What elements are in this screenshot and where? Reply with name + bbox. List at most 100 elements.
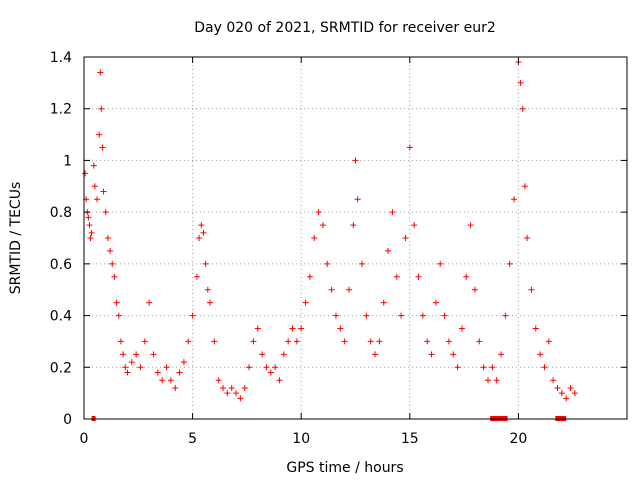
data-point <box>484 377 491 384</box>
x-tick-label: 15 <box>401 431 419 447</box>
data-point <box>521 183 528 190</box>
data-point <box>337 325 344 332</box>
data-point <box>571 390 578 397</box>
data-point <box>415 273 422 280</box>
data-point <box>359 260 366 267</box>
data-point <box>532 325 539 332</box>
data-point <box>96 131 103 138</box>
data-point <box>411 222 418 229</box>
data-point <box>85 214 92 221</box>
data-point <box>200 229 207 236</box>
data-point <box>545 338 552 345</box>
data-point <box>437 260 444 267</box>
data-point <box>511 196 518 203</box>
data-point <box>450 351 457 358</box>
data-point <box>306 273 313 280</box>
data-point <box>445 338 452 345</box>
data-point <box>102 209 109 216</box>
data-point <box>88 229 95 236</box>
data-point <box>198 222 205 229</box>
x-tick-label: 5 <box>188 431 197 447</box>
data-point <box>276 377 283 384</box>
data-point <box>259 351 266 358</box>
data-point <box>463 273 470 280</box>
data-point <box>489 364 496 371</box>
data-point <box>228 384 235 391</box>
data-point <box>302 299 309 306</box>
data-point <box>167 377 174 384</box>
data-point <box>550 377 557 384</box>
data-point <box>502 312 509 319</box>
data-point <box>441 312 448 319</box>
data-point <box>528 286 535 293</box>
data-point <box>241 384 248 391</box>
data-point <box>224 390 231 397</box>
data-point <box>141 338 148 345</box>
data-point <box>211 338 218 345</box>
data-point <box>350 222 357 229</box>
data-point <box>354 196 361 203</box>
data-point <box>233 390 240 397</box>
data-point <box>237 395 244 402</box>
data-point <box>419 312 426 319</box>
data-point <box>458 325 465 332</box>
data-point <box>189 312 196 319</box>
data-point <box>98 105 105 112</box>
y-tick-label: 0.6 <box>50 257 72 273</box>
data-point <box>196 235 203 241</box>
data-point <box>311 235 318 241</box>
data-point <box>280 351 287 358</box>
data-point <box>267 369 274 376</box>
data-point <box>94 196 101 203</box>
ticks: 0 5 10 15 20 0 0.2 0.4 0.6 0.8 1 1.2 1.4 <box>50 50 627 447</box>
data-point <box>537 351 544 358</box>
data-point <box>120 351 127 358</box>
data-point <box>246 364 253 371</box>
data-point <box>107 247 114 254</box>
data-point <box>298 325 305 332</box>
data-point <box>506 260 513 267</box>
data-point <box>180 359 187 366</box>
data-point <box>115 312 122 319</box>
data-point <box>206 299 213 306</box>
data-point <box>428 351 435 358</box>
data-point <box>215 377 222 384</box>
data-point <box>376 338 383 345</box>
data-point <box>524 235 531 241</box>
data-point <box>480 364 487 371</box>
data-point <box>250 338 257 345</box>
data-point <box>111 273 118 280</box>
data-point <box>289 325 296 332</box>
y-tick-label: 0 <box>63 412 72 428</box>
data-point <box>172 384 179 391</box>
data-point <box>82 170 89 177</box>
data-point <box>476 338 483 345</box>
data-point <box>389 209 396 216</box>
data-point <box>567 384 574 391</box>
data-point <box>91 183 98 190</box>
data-point <box>541 364 548 371</box>
data-point <box>517 79 524 86</box>
data-point <box>202 260 209 267</box>
data-point <box>432 299 439 306</box>
data-point <box>345 286 352 293</box>
data-point <box>87 235 94 241</box>
y-tick-label: 1.4 <box>50 50 72 66</box>
data-point <box>117 338 124 345</box>
data-point <box>406 144 413 151</box>
data-point <box>352 157 359 164</box>
data-point <box>467 222 474 229</box>
grid <box>84 57 627 419</box>
data-point <box>220 384 227 391</box>
data-point <box>372 351 379 358</box>
data-point <box>563 395 570 402</box>
data-point <box>100 188 107 195</box>
data-point <box>493 377 500 384</box>
chart-title: Day 020 of 2021, SRMTID for receiver eur… <box>194 20 496 36</box>
data-point <box>498 351 505 358</box>
data-point <box>97 69 104 76</box>
x-tick-label: 20 <box>509 431 527 447</box>
data-point <box>554 384 561 391</box>
data-point <box>109 260 116 267</box>
